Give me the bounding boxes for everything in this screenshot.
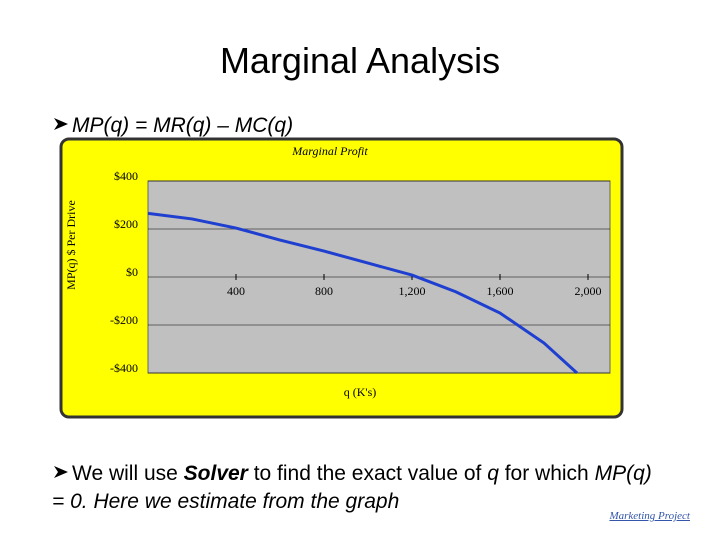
chart-title: Marginal Profit [291, 144, 368, 158]
y-tick-label: $200 [114, 217, 138, 231]
bullet-arrow [54, 118, 68, 130]
y-tick-label: -$200 [110, 313, 138, 327]
x-tick-label: 1,200 [399, 284, 426, 298]
y-tick-label: -$400 [110, 361, 138, 375]
y-tick-label: $400 [114, 169, 138, 183]
bullet-text: MP(q) = MR(q) – MC(q) [72, 114, 294, 137]
bullet-text: for which [498, 462, 595, 485]
y-tick-label: $0 [126, 265, 138, 279]
x-axis-label: q (K's) [344, 385, 377, 399]
bullet-text: q [487, 462, 499, 485]
x-tick-label: 2,000 [575, 284, 602, 298]
slide-title: Marginal Analysis [219, 40, 501, 81]
y-axis-label: MP(q) $ Per Drive [64, 200, 78, 290]
x-tick-label: 800 [315, 284, 333, 298]
bullet-arrow [54, 466, 68, 478]
x-tick-label: 400 [227, 284, 245, 298]
footer-link[interactable]: Marketing Project [609, 510, 690, 522]
bullet-text: MP(q) = 0. Here we estimate from the gra… [52, 462, 652, 513]
bullet-text: Solver [183, 462, 248, 485]
x-tick-label: 1,600 [487, 284, 514, 298]
bullet-text: to find the exact value of [247, 462, 488, 485]
bullet: MP(q) = MR(q) – MC(q) [52, 114, 293, 138]
bullet: We will use Solver to find the exact val… [52, 460, 652, 516]
data-line [147, 211, 579, 375]
bullet-text: We will use [72, 462, 184, 485]
